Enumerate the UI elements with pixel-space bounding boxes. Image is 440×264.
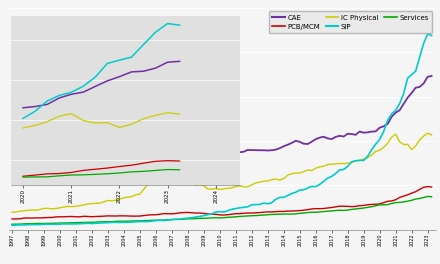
Legend: CAE, PCB/MCM, IC Physical, SIP, Services: CAE, PCB/MCM, IC Physical, SIP, Services (268, 11, 432, 33)
